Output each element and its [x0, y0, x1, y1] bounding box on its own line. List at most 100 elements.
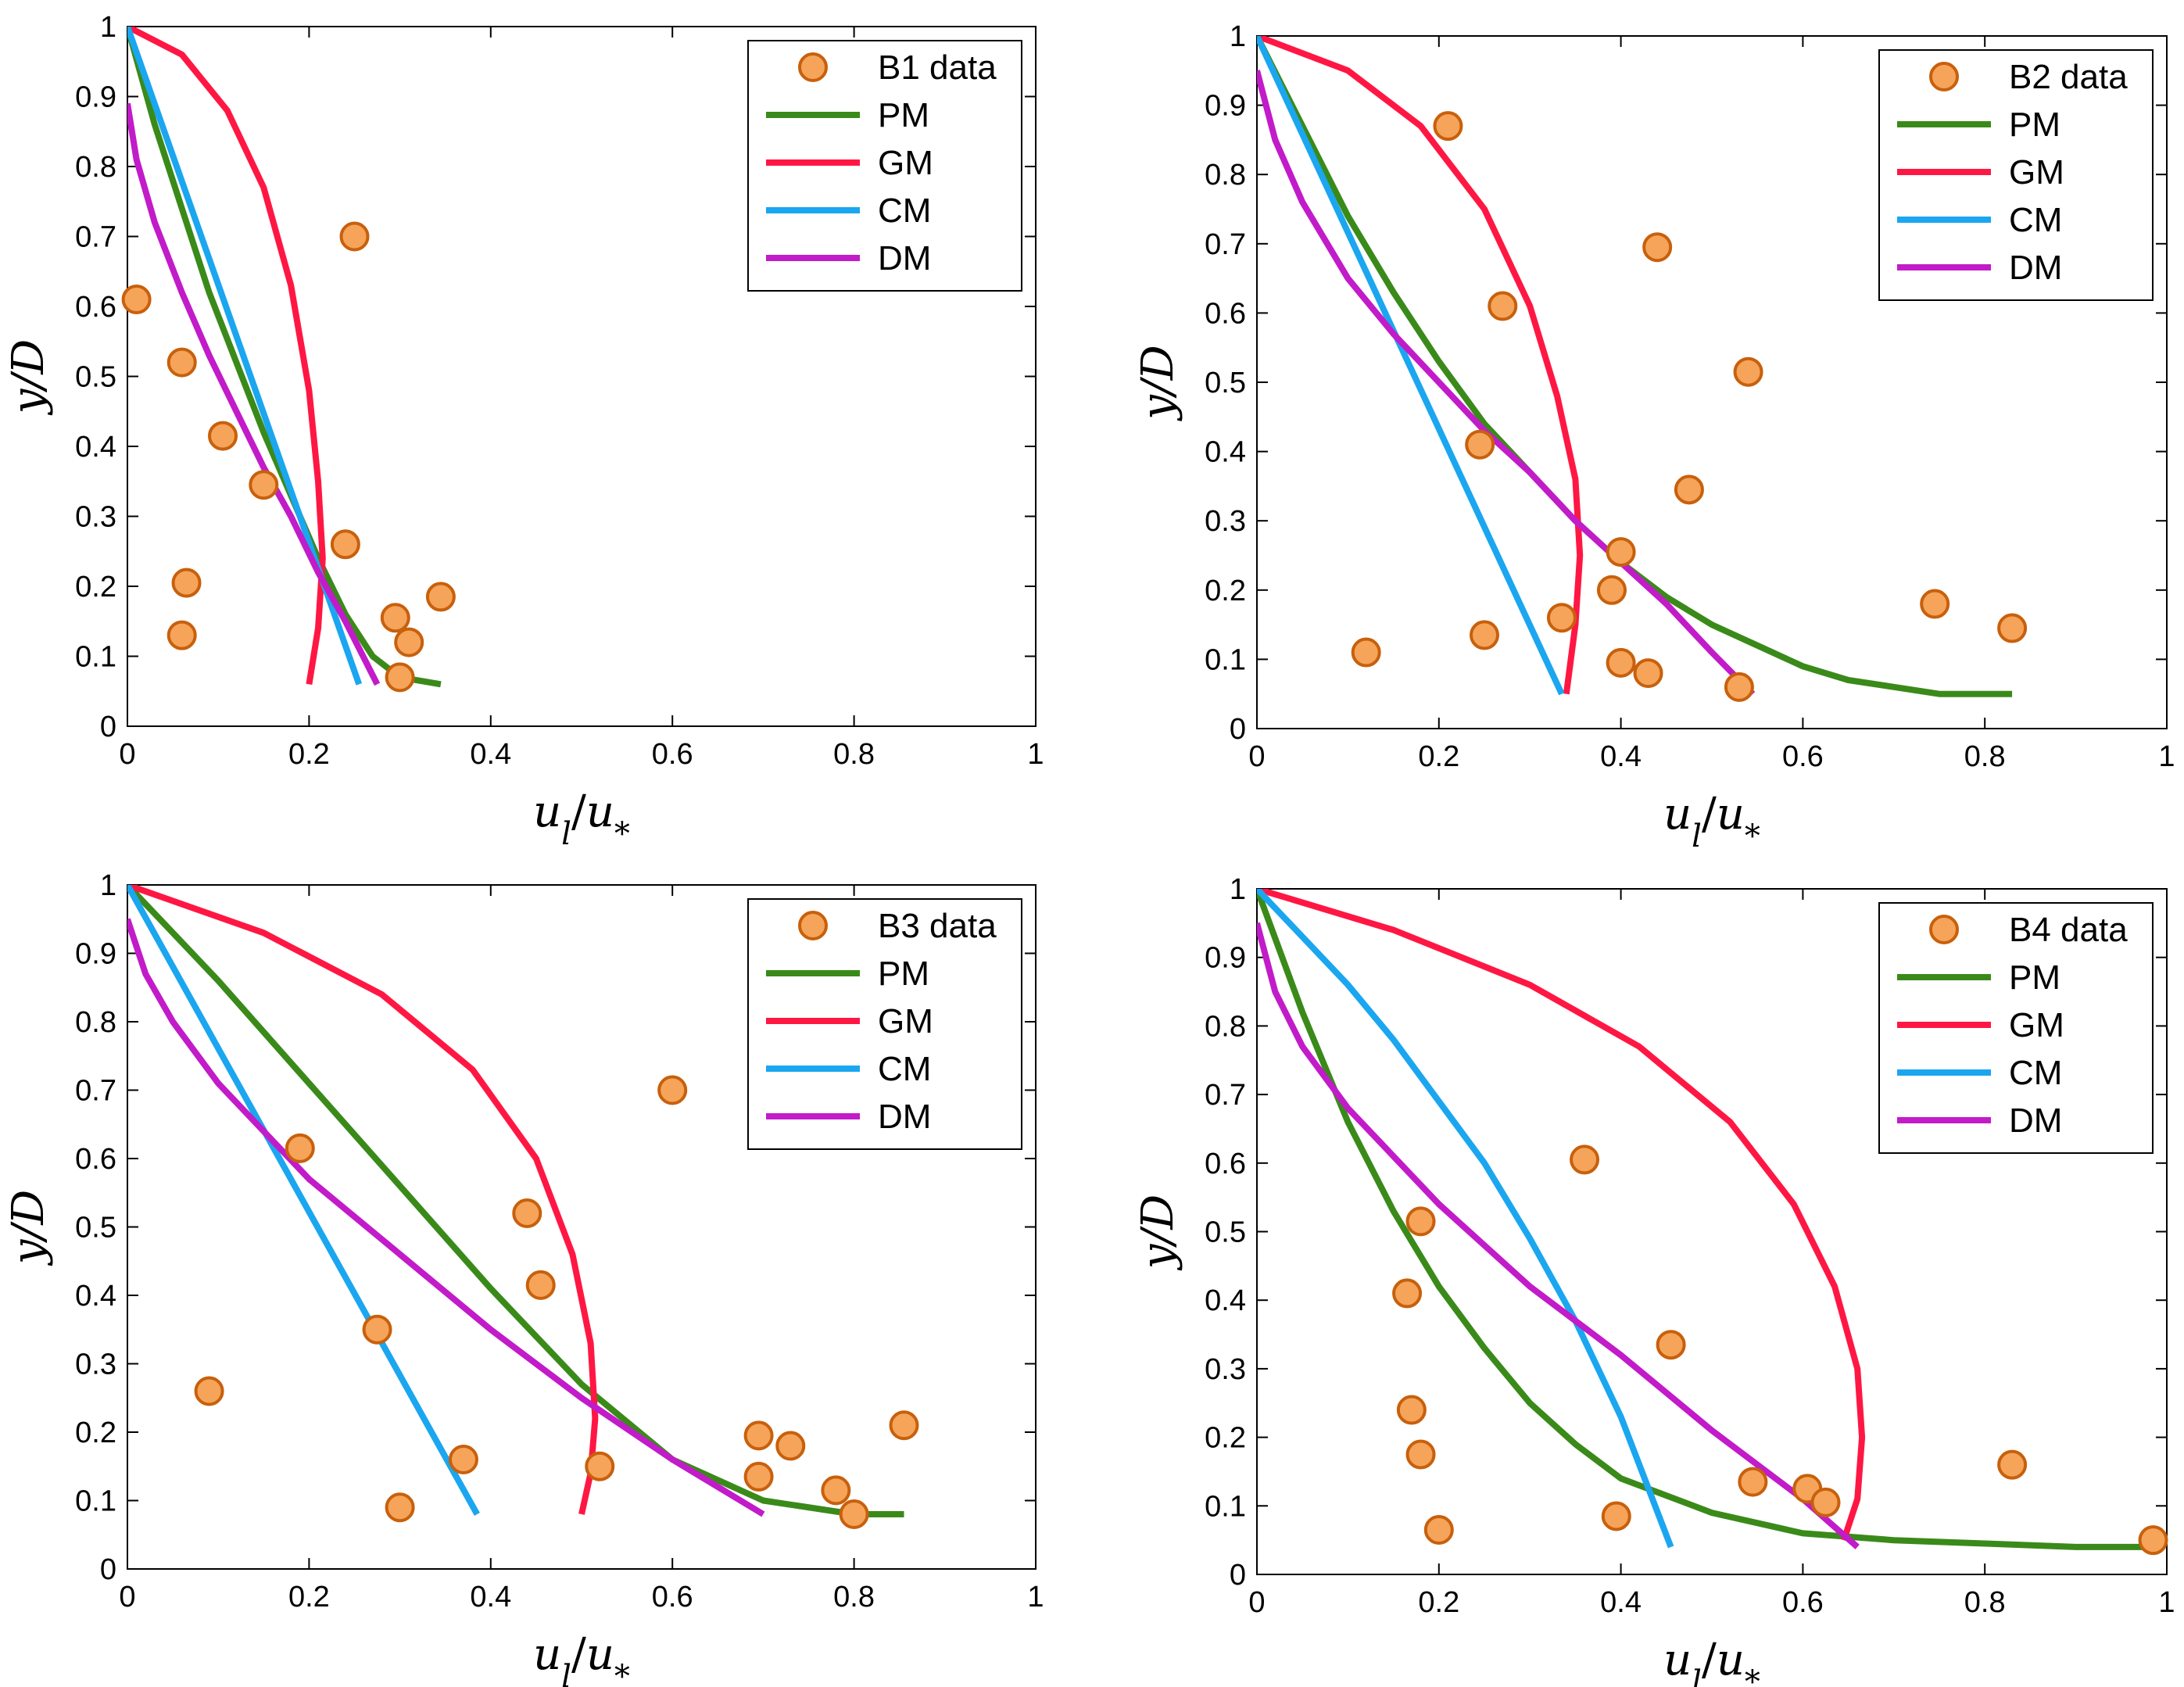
- data-point: [1633, 658, 1663, 689]
- data-point: [171, 568, 202, 598]
- series-cm-line: [1257, 889, 1674, 1549]
- data-point: [121, 285, 152, 315]
- x-tick-label: 0.2: [288, 738, 330, 771]
- y-tick-label: 0.3: [75, 501, 116, 534]
- x-tick-label: 0: [119, 1581, 135, 1614]
- legend-label-dm: DM: [878, 239, 931, 278]
- data-point: [285, 1133, 315, 1163]
- data-point: [166, 620, 197, 650]
- data-point: [249, 470, 279, 500]
- y-tick-label: 1: [1230, 20, 1246, 53]
- data-point: [1674, 475, 1704, 505]
- series-gm-line: [1257, 36, 1584, 695]
- y-tick-label: 0: [1230, 1559, 1246, 1592]
- legend-label-b2-data: B2 data: [2009, 58, 2128, 96]
- y-tick-label: 0.8: [1205, 159, 1246, 192]
- series-dm-line: [127, 918, 765, 1517]
- x-tick-label: 1: [2158, 1586, 2175, 1619]
- y-tick-label: 0.5: [75, 361, 116, 394]
- y-tick-label: 0.4: [1205, 1284, 1246, 1317]
- legend-marker-data: [1929, 915, 1959, 944]
- x-tick-label: 0.8: [1964, 1586, 2006, 1619]
- data-point: [525, 1270, 556, 1300]
- series-pm-line: [127, 27, 442, 688]
- legend-label-dm: DM: [878, 1098, 931, 1136]
- data-point: [380, 603, 410, 633]
- x-tick-label: 1: [2158, 740, 2175, 773]
- y-tick-label: 0.5: [1205, 1216, 1246, 1249]
- data-point: [1470, 620, 1499, 650]
- series-gm-line: [127, 27, 326, 685]
- series-cm-line: [127, 885, 480, 1516]
- series-lines: [127, 885, 904, 1517]
- data-point: [889, 1410, 919, 1441]
- data-point: [1733, 356, 1763, 387]
- x-tick-label: 0.6: [1782, 740, 1824, 773]
- y-tick-label: 0.6: [1205, 297, 1246, 330]
- y-tick-label: 0: [1230, 713, 1246, 746]
- y-tick-label: 1: [100, 11, 116, 44]
- x-tick-label: 0.6: [652, 1581, 693, 1614]
- y-tick-label: 0.4: [1205, 436, 1246, 469]
- y-tick-label: 0.6: [75, 1143, 116, 1176]
- x-axis-label: ul/u*: [1663, 1635, 1760, 1687]
- data-point: [1810, 1487, 1841, 1517]
- data-point: [585, 1451, 615, 1481]
- data-point: [448, 1445, 478, 1474]
- legend-label-b3-data: B3 data: [878, 907, 997, 945]
- data-point: [1997, 613, 2028, 643]
- x-axis-label: ul/u*: [533, 786, 630, 852]
- y-tick-label: 0.7: [1205, 228, 1246, 261]
- data-point: [1606, 537, 1636, 568]
- y-tick-label: 0.1: [75, 1485, 116, 1518]
- y-tick-label: 0.3: [75, 1349, 116, 1381]
- y-tick-label: 0.2: [1205, 1422, 1246, 1455]
- data-point: [1642, 232, 1673, 263]
- y-tick-label: 0.5: [75, 1212, 116, 1245]
- y-tick-label: 0.4: [75, 1280, 116, 1313]
- series-dm-line: [127, 102, 381, 686]
- data-point: [1546, 603, 1577, 633]
- legend-label-pm: PM: [2009, 958, 2060, 997]
- x-tick-label: 0.8: [1964, 740, 2006, 773]
- y-tick-label: 0.8: [1205, 1010, 1246, 1043]
- y-axis-label: y/D: [3, 339, 54, 416]
- y-tick-label: 0.6: [75, 291, 116, 324]
- data-point: [166, 347, 197, 378]
- legend: B2 data PM GM CM DM: [1878, 49, 2154, 301]
- data-point: [1392, 1278, 1423, 1309]
- data-point: [385, 662, 415, 693]
- data-point: [208, 421, 238, 451]
- x-tick-label: 1: [1027, 738, 1044, 771]
- series-pm-line: [127, 885, 904, 1517]
- data-point: [1738, 1467, 1768, 1497]
- x-tick-label: 0.6: [652, 738, 693, 771]
- panel-b3: 0 0.2 0.4 0.6 0.8 1 0 0.1 0.2 0.3 0.4 0.5 0.6 0.7 0.8 0…: [3, 869, 1044, 1687]
- series-gm-line: [1257, 889, 1866, 1542]
- y-tick-label: 1: [1230, 873, 1246, 906]
- x-tick-label: 0.4: [1600, 740, 1642, 773]
- x-tick-label: 0.2: [1418, 1586, 1459, 1619]
- series-cm-line: [1257, 36, 1565, 696]
- data-point: [1433, 111, 1463, 141]
- series-lines: [1257, 889, 2149, 1550]
- legend: B3 data PM GM CM DM: [747, 898, 1022, 1150]
- x-tick-label: 0: [1248, 740, 1265, 773]
- x-tick-label: 0.4: [470, 1581, 511, 1614]
- data-point: [2138, 1525, 2168, 1556]
- x-tick-label: 0.2: [288, 1581, 330, 1614]
- legend-label-b4-data: B4 data: [2009, 911, 2128, 949]
- data-point: [362, 1314, 392, 1345]
- data-point: [1405, 1206, 1436, 1237]
- data-point: [394, 627, 424, 657]
- y-axis-label: y/D: [1133, 345, 1183, 421]
- data-point: [1488, 291, 1518, 321]
- legend-label-pm: PM: [878, 96, 929, 134]
- data-point: [1997, 1449, 2028, 1480]
- panel-b2: 0 0.2 0.4 0.6 0.8 1 0 0.1 0.2 0.3 0.4 0.5 0.6 0.7 0.8 0…: [1133, 20, 2175, 854]
- legend: B1 data PM GM CM DM: [747, 40, 1022, 292]
- data-point: [339, 221, 370, 252]
- x-tick-label: 0.8: [833, 1581, 875, 1614]
- y-tick-label: 0.2: [1205, 575, 1246, 607]
